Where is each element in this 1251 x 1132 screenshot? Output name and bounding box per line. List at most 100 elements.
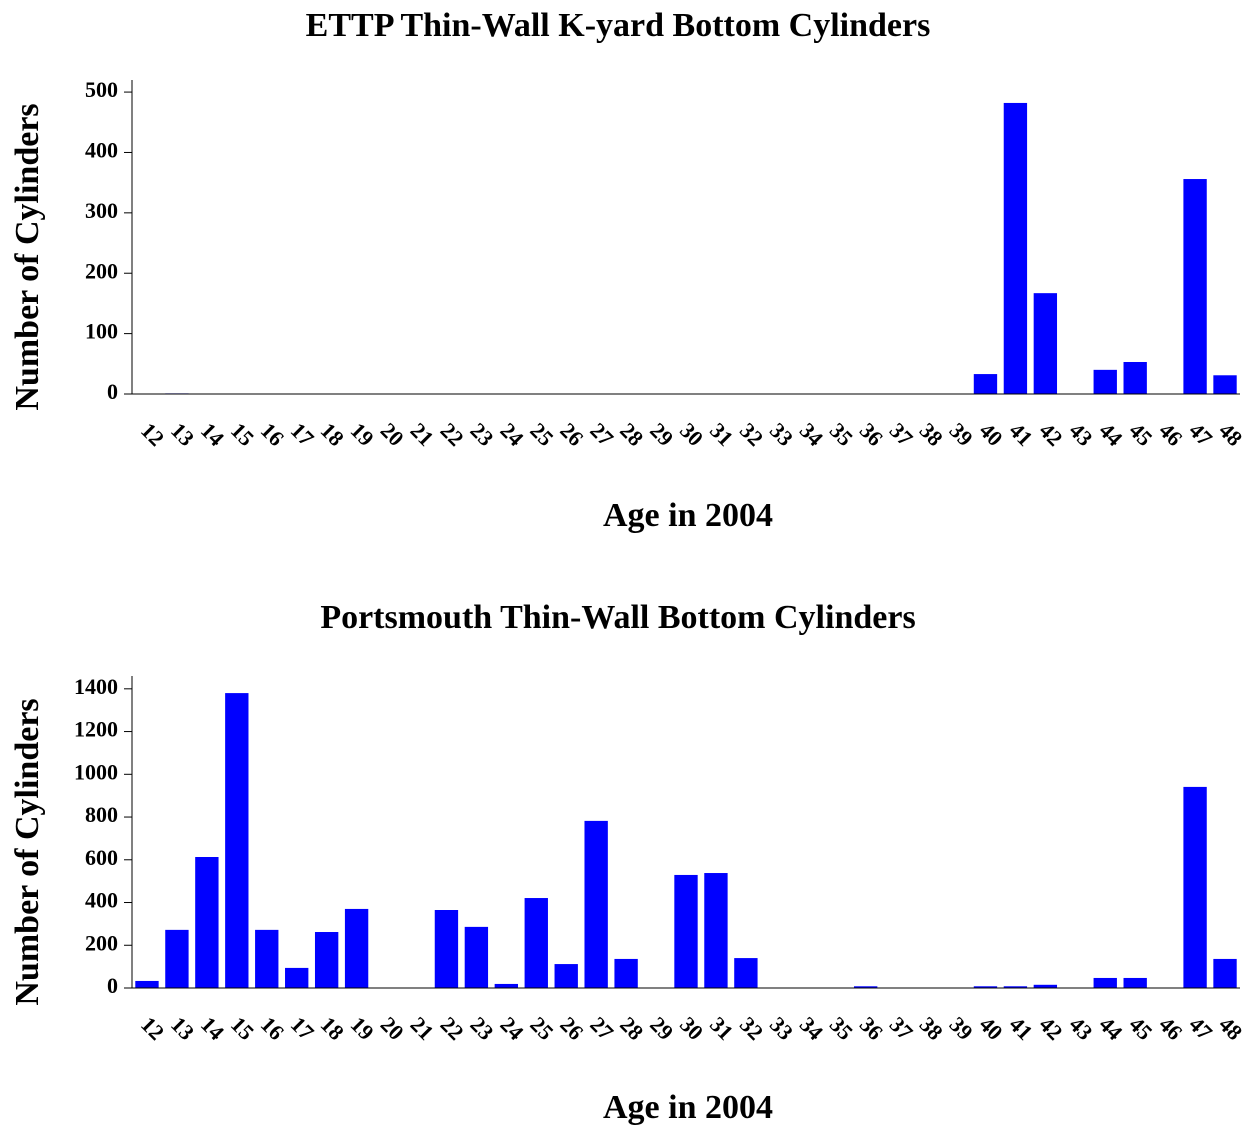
chart-title: ETTP Thin-Wall K-yard Bottom Cylinders [306, 7, 931, 44]
bar [1123, 977, 1147, 988]
x-tick-label: 16 [256, 1012, 289, 1045]
y-tick-label: 1200 [74, 717, 118, 742]
x-tick-label: 27 [585, 1012, 618, 1045]
x-tick-label: 43 [1064, 418, 1097, 451]
x-tick-label: 37 [885, 418, 918, 451]
bar [135, 980, 159, 988]
x-tick-label: 19 [346, 418, 379, 451]
x-tick-label: 48 [1214, 1012, 1247, 1045]
x-tick-label: 33 [765, 418, 798, 451]
x-axis-label: Age in 2004 [603, 497, 773, 534]
bar [524, 898, 548, 988]
y-tick-label: 1400 [74, 674, 118, 699]
bar [584, 820, 608, 988]
x-tick-label: 18 [316, 1012, 349, 1045]
x-tick-label: 27 [585, 418, 618, 451]
bar [1123, 361, 1147, 394]
bar [464, 926, 489, 988]
bar [225, 693, 249, 988]
x-tick-label: 47 [1184, 1012, 1217, 1045]
bar [973, 374, 998, 394]
x-tick-label: 12 [136, 418, 169, 451]
y-tick-label: 800 [85, 802, 118, 827]
x-tick-label: 29 [645, 1012, 678, 1045]
y-tick-label: 200 [85, 930, 118, 955]
x-tick-label: 41 [1005, 418, 1038, 451]
x-tick-label: 13 [166, 418, 199, 451]
x-tick-label: 31 [705, 1012, 738, 1045]
bar [1183, 179, 1207, 394]
x-tick-label: 34 [795, 1012, 828, 1045]
x-tick-label: 42 [1034, 418, 1067, 451]
x-tick-label: 24 [495, 418, 528, 451]
y-tick-label: 100 [85, 319, 118, 344]
x-tick-label: 21 [406, 418, 439, 451]
chart-title: Portsmouth Thin-Wall Bottom Cylinders [320, 599, 915, 636]
x-tick-label: 12 [136, 1012, 169, 1045]
x-tick-label: 22 [436, 418, 469, 451]
x-tick-label: 47 [1184, 418, 1217, 451]
x-tick-label: 24 [495, 1012, 528, 1045]
bar [554, 964, 578, 988]
bar [195, 857, 219, 988]
bar [1003, 102, 1028, 394]
x-tick-label: 16 [256, 418, 289, 451]
x-tick-label: 40 [975, 418, 1008, 451]
bar [1003, 986, 1028, 988]
x-tick-label: 45 [1124, 418, 1157, 451]
x-tick-label: 36 [855, 1012, 888, 1045]
bar [1093, 369, 1117, 394]
x-tick-label: 14 [196, 1012, 229, 1045]
x-tick-label: 40 [975, 1012, 1008, 1045]
x-axis-label: Age in 2004 [603, 1089, 773, 1126]
bar [285, 967, 309, 988]
bar [1213, 958, 1237, 988]
x-tick-label: 46 [1154, 1012, 1187, 1045]
x-tick-label: 39 [945, 418, 978, 451]
x-tick-label: 26 [555, 418, 588, 451]
y-axis-label: Number of Cylinders [9, 103, 46, 410]
x-tick-label: 36 [855, 418, 888, 451]
x-tick-label: 28 [615, 418, 648, 451]
x-tick-label: 23 [465, 418, 498, 451]
x-tick-label: 17 [286, 1012, 319, 1045]
x-tick-label: 15 [226, 1012, 259, 1045]
x-tick-label: 32 [735, 1012, 768, 1045]
x-tick-label: 28 [615, 1012, 648, 1045]
y-tick-label: 400 [85, 138, 118, 163]
bar [1093, 977, 1117, 988]
x-tick-label: 18 [316, 418, 349, 451]
x-tick-label: 33 [765, 1012, 798, 1045]
x-tick-label: 44 [1094, 418, 1127, 451]
bar [165, 929, 189, 988]
x-tick-label: 21 [406, 1012, 439, 1045]
x-tick-label: 26 [555, 1012, 588, 1045]
y-tick-label: 1000 [74, 759, 118, 784]
x-tick-label: 25 [525, 418, 558, 451]
x-tick-label: 32 [735, 418, 768, 451]
bar [973, 986, 998, 988]
bar [1183, 786, 1207, 988]
y-tick-label: 300 [85, 198, 118, 223]
bar [1033, 293, 1058, 394]
x-tick-label: 42 [1034, 1012, 1067, 1045]
x-tick-label: 35 [825, 418, 858, 451]
bar [494, 983, 519, 988]
x-tick-label: 46 [1154, 418, 1187, 451]
bar [1213, 375, 1237, 394]
y-tick-label: 0 [107, 973, 118, 998]
bar [674, 874, 698, 988]
y-tick-label: 200 [85, 258, 118, 283]
bar [704, 873, 728, 988]
bar [853, 986, 878, 988]
x-tick-label: 31 [705, 418, 738, 451]
x-tick-label: 15 [226, 418, 259, 451]
x-tick-label: 30 [675, 418, 708, 451]
x-tick-label: 19 [346, 1012, 379, 1045]
y-axis-label: Number of Cylinders [9, 698, 46, 1005]
x-tick-label: 35 [825, 1012, 858, 1045]
x-tick-label: 20 [376, 1012, 409, 1045]
bar [434, 910, 459, 988]
y-tick-label: 0 [107, 379, 118, 404]
x-tick-label: 30 [675, 1012, 708, 1045]
